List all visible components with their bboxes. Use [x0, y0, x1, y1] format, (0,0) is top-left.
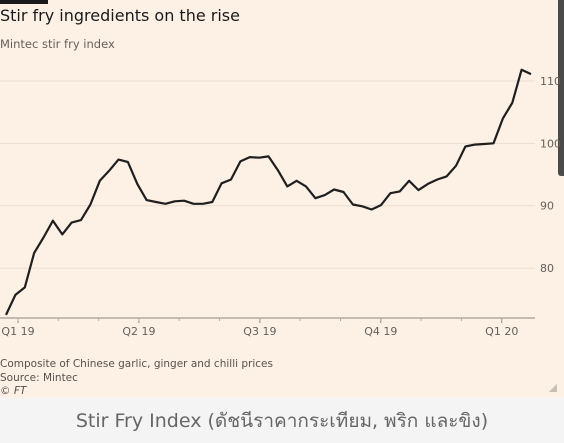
x-tick-label: Q1 19 [1, 325, 34, 338]
chart-subtitle: Mintec stir fry index [0, 37, 115, 51]
chart-title: Stir fry ingredients on the rise [0, 6, 240, 25]
x-tick-label: Q3 19 [243, 325, 276, 338]
title-accent-bar [0, 0, 48, 4]
x-tick-label: Q1 20 [485, 325, 518, 338]
y-axis-labels: 80 90 100 110 [540, 75, 561, 275]
chart-notes: Composite of Chinese garlic, ginger and … [0, 358, 273, 370]
y-tick-label: 110 [540, 75, 561, 88]
x-tick-label: Q2 19 [122, 325, 155, 338]
resize-handle[interactable] [549, 384, 557, 392]
x-axis: Q1 19 Q2 19 Q3 19 Q4 19 Q1 20 [0, 317, 535, 338]
y-tick-label: 80 [540, 262, 554, 275]
chart-card: Stir fry ingredients on the rise Mintec … [0, 0, 564, 398]
chart-source: Source: Mintec [0, 372, 78, 384]
y-tick-label: 100 [540, 137, 561, 150]
series-line [5, 68, 532, 316]
y-tick-label: 90 [540, 200, 554, 213]
series-line-group [5, 68, 532, 316]
chart-copyright: © FT [0, 385, 27, 397]
side-scrollbar[interactable] [558, 0, 564, 176]
line-chart: Q1 19 Q2 19 Q3 19 Q4 19 Q1 20 80 90 100 110 [0, 68, 561, 338]
gridlines [0, 80, 535, 269]
image-caption: Stir Fry Index (ดัชนีราคากระเทียม, พริก … [0, 398, 564, 443]
x-tick-label: Q4 19 [364, 325, 397, 338]
